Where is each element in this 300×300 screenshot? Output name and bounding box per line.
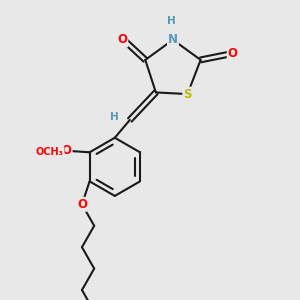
Text: H: H — [167, 16, 176, 26]
Text: S: S — [183, 88, 192, 100]
Text: O: O — [117, 34, 127, 46]
Text: O: O — [228, 47, 238, 60]
Text: O: O — [62, 144, 72, 157]
Text: O: O — [77, 198, 87, 211]
Text: H: H — [110, 112, 118, 122]
Text: OCH₃: OCH₃ — [36, 147, 64, 157]
Text: N: N — [168, 33, 178, 46]
